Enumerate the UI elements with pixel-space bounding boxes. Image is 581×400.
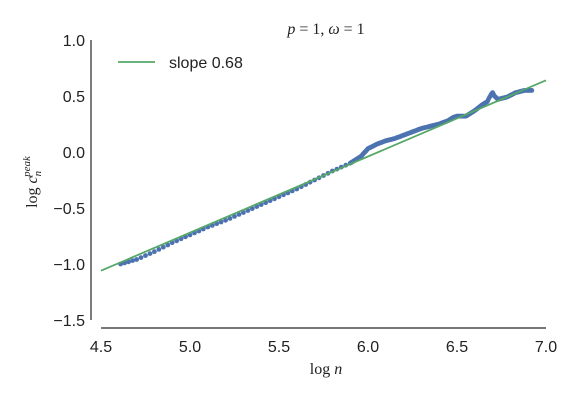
data-point <box>143 253 148 258</box>
plot-area <box>100 79 547 272</box>
data-point <box>160 244 166 250</box>
x-tick-label: 6.5 <box>446 339 468 356</box>
y-axis-label: log cnpeak <box>21 155 44 208</box>
x-axis-label: log n <box>310 361 342 378</box>
data-point <box>147 251 153 256</box>
y-tick-label: −1.0 <box>53 257 85 274</box>
data-point <box>529 88 535 93</box>
data-point <box>241 210 246 215</box>
data-point <box>236 212 242 217</box>
axes: 4.5 5.0 5.5 6.0 6.5 7.0 −1.5 −1.0 −0.5 0.0 0.5 1.0 <box>53 33 557 356</box>
x-tick-label: 7.0 <box>535 339 557 356</box>
fit-line <box>100 79 547 272</box>
legend: slope 0.68 <box>118 55 243 72</box>
data-points <box>118 88 535 267</box>
data-point <box>126 259 131 265</box>
x-tick-label: 4.5 <box>90 339 112 356</box>
data-point <box>138 255 144 260</box>
x-tick-label: 5.0 <box>179 339 201 356</box>
data-point <box>156 247 162 252</box>
chart-title: p = 1, ω = 1 <box>286 21 364 38</box>
y-tick-label: −0.5 <box>53 201 85 218</box>
x-tick-label: 6.0 <box>357 339 379 356</box>
y-tick-label: 1.0 <box>63 33 85 50</box>
legend-label: slope 0.68 <box>169 55 243 72</box>
data-point <box>152 249 157 255</box>
y-tick-label: 0.0 <box>63 145 85 162</box>
data-point <box>130 258 136 263</box>
labels: p = 1, ω = 1 log n log cnpeak <box>21 21 365 378</box>
y-tick-label: −1.5 <box>53 313 85 330</box>
x-tick-label: 5.5 <box>268 339 290 356</box>
y-tick-label: 0.5 <box>63 89 85 106</box>
data-point <box>227 216 233 221</box>
data-point <box>223 217 229 223</box>
data-point <box>134 257 140 262</box>
data-point <box>232 214 237 219</box>
data-point <box>165 242 171 248</box>
